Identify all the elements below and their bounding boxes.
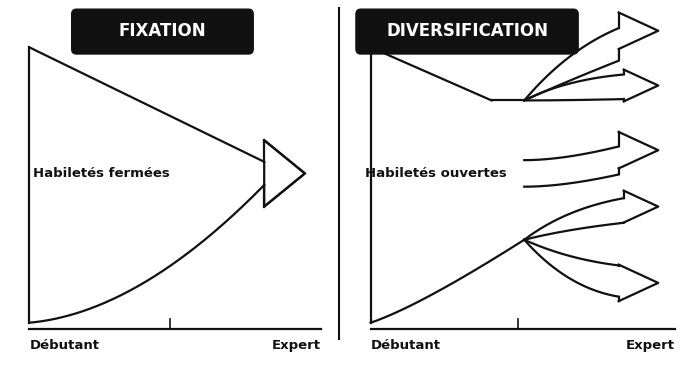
Text: Débutant: Débutant: [30, 339, 99, 352]
Text: Expert: Expert: [272, 339, 321, 352]
Text: Habiletés fermées: Habiletés fermées: [33, 167, 170, 180]
FancyBboxPatch shape: [356, 9, 578, 54]
Text: Expert: Expert: [625, 339, 674, 352]
Text: Habiletés ouvertes: Habiletés ouvertes: [365, 167, 507, 180]
FancyBboxPatch shape: [72, 9, 253, 54]
Text: DIVERSIFICATION: DIVERSIFICATION: [386, 22, 548, 40]
Text: Débutant: Débutant: [371, 339, 440, 352]
Text: FIXATION: FIXATION: [118, 22, 206, 40]
